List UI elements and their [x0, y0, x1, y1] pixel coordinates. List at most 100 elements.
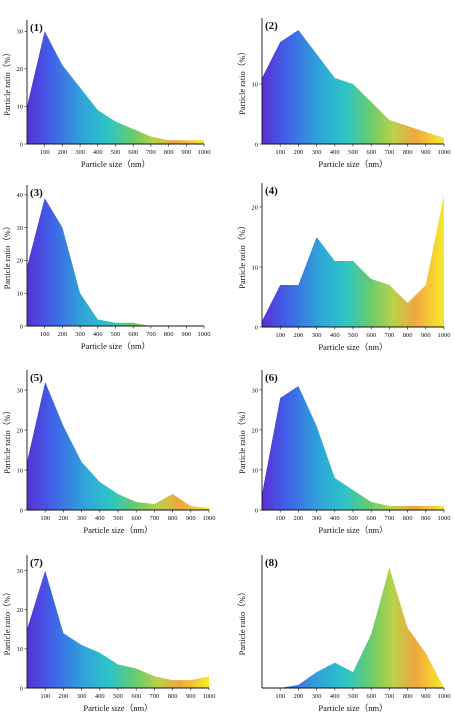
y-tick-label: 0	[20, 507, 23, 514]
x-axis-label: Particle size（nm）	[318, 525, 387, 535]
x-tick-label: 600	[366, 693, 376, 700]
area-fill	[262, 386, 444, 510]
x-tick-label: 900	[186, 693, 196, 700]
x-tick-label: 200	[294, 332, 304, 339]
x-axis-label: Particle size（nm）	[83, 703, 152, 712]
x-tick-label: 900	[421, 332, 431, 339]
y-axis-label: Particle ratio（%）	[237, 588, 247, 656]
y-tick-label: 20	[17, 66, 24, 73]
x-tick-label: 900	[421, 149, 431, 156]
x-axis-label: Particle size（nm）	[318, 703, 387, 712]
chart-panel-2: 100 200 300 400 500 600 700 800 900 1000 0 10 (2) Par…	[237, 18, 451, 169]
x-tick-label: 600	[366, 515, 376, 522]
x-tick-label: 500	[348, 693, 358, 700]
x-axis-label: Particle size（nm）	[83, 525, 152, 535]
x-tick-label: 700	[385, 332, 395, 339]
y-tick-label: 20	[17, 427, 24, 434]
x-tick-label: 500	[111, 331, 121, 338]
x-tick-label: 1000	[203, 515, 216, 522]
x-tick-label: 1000	[438, 515, 451, 522]
panel-label: (7)	[30, 557, 43, 569]
y-tick-label: 0	[255, 507, 258, 514]
area-fill	[262, 30, 444, 144]
y-tick-label: 40	[17, 192, 24, 199]
y-tick-label: 0	[255, 141, 258, 148]
y-tick-label: 10	[17, 467, 24, 474]
x-axis-label: Particle size（nm）	[81, 341, 150, 351]
x-axis-label: Particle size（nm）	[318, 342, 387, 352]
y-tick-label: 20	[17, 607, 24, 614]
area-fill	[262, 195, 444, 327]
chart-panel-5: 100 200 300 400 500 600 700 800 900 1000 0 10 20 30 (5…	[2, 370, 216, 535]
x-tick-label: 400	[95, 693, 105, 700]
y-axis-label: Particle ratio（%）	[237, 47, 247, 115]
y-axis-label: Particle ratio（%）	[2, 588, 12, 656]
x-tick-label: 100	[275, 149, 285, 156]
x-tick-label: 400	[93, 331, 103, 338]
x-tick-label: 1000	[203, 693, 216, 700]
x-tick-label: 100	[275, 332, 285, 339]
y-tick-label: 0	[20, 141, 23, 148]
x-tick-label: 900	[421, 515, 431, 522]
y-axis-label: Particle ratio（%）	[237, 221, 247, 289]
x-tick-label: 900	[181, 149, 191, 156]
x-tick-label: 300	[75, 149, 85, 156]
panel-label: (1)	[30, 22, 43, 34]
y-tick-label: 30	[252, 387, 259, 394]
chart-panel-4: 100 200 300 400 500 600 700 800 900 1000 0 10 20 (4) P…	[237, 183, 451, 352]
panel-label: (8)	[265, 557, 278, 569]
x-tick-label: 300	[312, 332, 322, 339]
area-fill	[27, 198, 204, 326]
x-tick-label: 600	[366, 332, 376, 339]
y-tick-label: 0	[20, 323, 23, 330]
y-axis-label: Particle ratio（%）	[237, 406, 247, 474]
x-tick-label: 500	[113, 515, 123, 522]
x-tick-label: 800	[403, 149, 413, 156]
x-tick-label: 800	[403, 515, 413, 522]
x-tick-label: 900	[181, 331, 191, 338]
x-tick-label: 100	[275, 693, 285, 700]
x-tick-label: 300	[77, 515, 87, 522]
x-tick-label: 300	[77, 693, 87, 700]
x-tick-label: 700	[150, 515, 160, 522]
y-tick-label: 10	[17, 291, 24, 298]
panel-label: (5)	[30, 372, 43, 384]
x-tick-label: 400	[330, 693, 340, 700]
y-tick-label: 20	[252, 427, 259, 434]
x-tick-label: 300	[75, 331, 85, 338]
x-tick-label: 200	[59, 515, 69, 522]
x-tick-label: 800	[164, 331, 174, 338]
x-tick-label: 700	[385, 693, 395, 700]
x-tick-label: 700	[146, 331, 156, 338]
x-axis-label: Particle size（nm）	[81, 159, 150, 169]
panel-label: (2)	[265, 20, 278, 32]
y-tick-label: 20	[252, 204, 259, 211]
x-tick-label: 400	[330, 515, 340, 522]
y-tick-label: 20	[17, 258, 24, 265]
chart-panel-8: 100 200 300 400 500 600 700 800 900 1000 (8) Partic…	[237, 555, 451, 712]
x-tick-label: 200	[58, 149, 68, 156]
x-tick-label: 400	[95, 515, 105, 522]
x-tick-label: 600	[366, 149, 376, 156]
x-tick-label: 1000	[198, 149, 211, 156]
x-tick-label: 500	[111, 149, 121, 156]
x-tick-label: 700	[385, 149, 395, 156]
x-axis-label: Particle size（nm）	[318, 159, 387, 169]
x-tick-label: 1000	[438, 149, 451, 156]
x-tick-label: 300	[312, 149, 322, 156]
x-tick-label: 900	[186, 515, 196, 522]
x-tick-label: 300	[312, 693, 322, 700]
y-tick-label: 0	[255, 324, 258, 331]
y-tick-label: 10	[17, 646, 24, 653]
y-tick-label: 30	[17, 225, 24, 232]
x-tick-label: 400	[330, 149, 340, 156]
chart-panel-3: 100 200 300 400 500 600 700 800 900 1000 0 10 20 30 40…	[2, 185, 211, 351]
x-tick-label: 600	[128, 331, 138, 338]
y-tick-label: 10	[17, 104, 24, 111]
y-tick-label: 10	[252, 467, 259, 474]
area-fill	[27, 382, 209, 510]
x-tick-label: 1000	[438, 693, 451, 700]
y-tick-label: 30	[17, 387, 24, 394]
panel-label: (4)	[265, 185, 278, 197]
